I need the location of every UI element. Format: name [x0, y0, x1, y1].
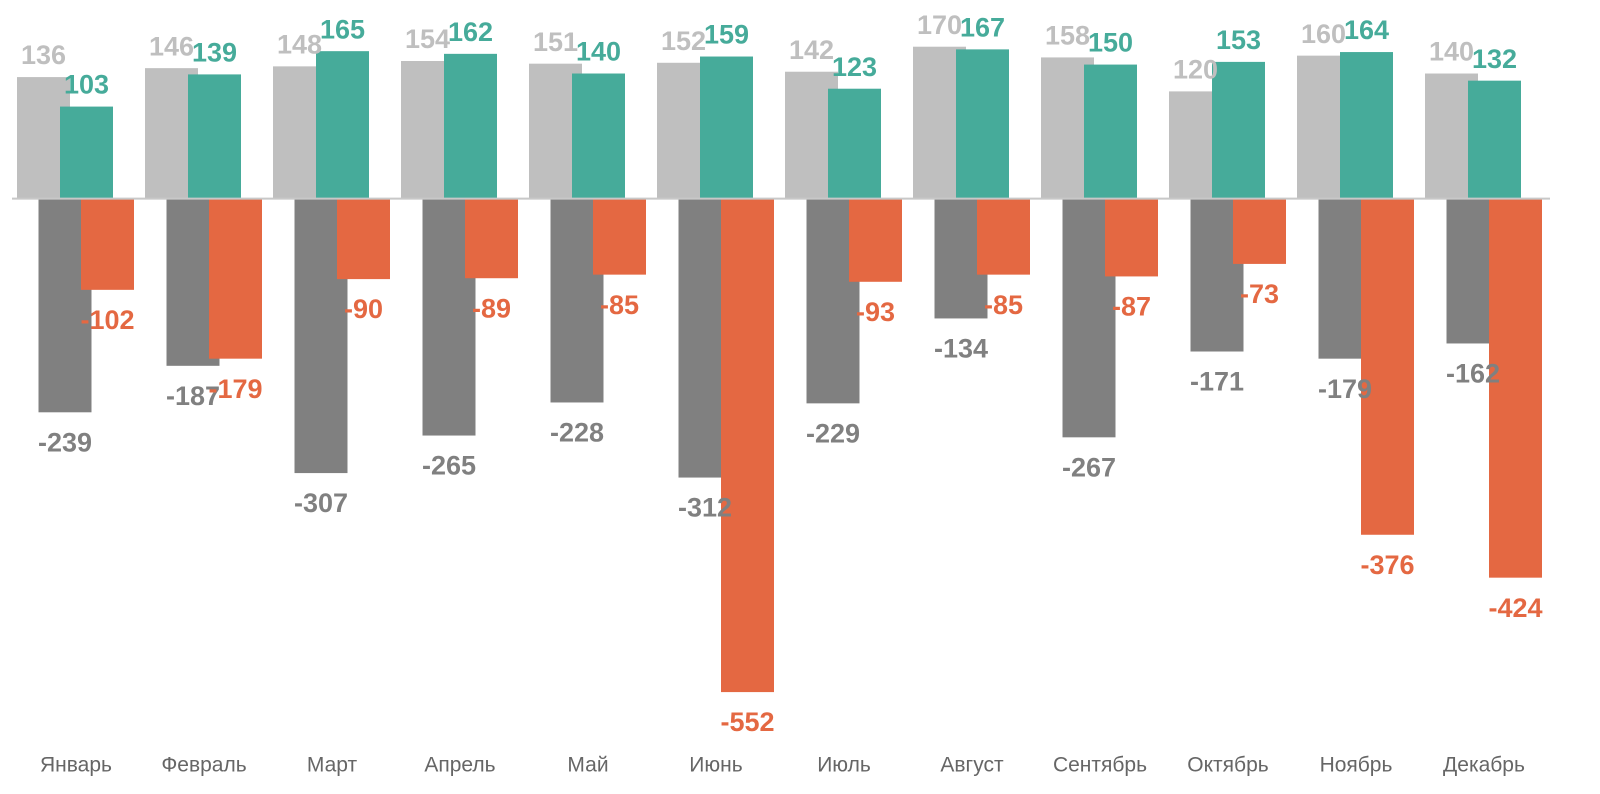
data-label: -179: [208, 374, 262, 404]
bar: [337, 198, 390, 280]
bar: [828, 88, 881, 199]
data-label: 154: [405, 24, 450, 54]
bar: [1233, 198, 1286, 264]
data-label: -89: [472, 293, 511, 323]
bar: [1105, 198, 1158, 277]
data-label: -87: [1112, 292, 1151, 322]
bar: [444, 53, 497, 199]
bar: [1361, 198, 1414, 535]
bar: [1084, 64, 1137, 199]
x-tick-label: Март: [307, 754, 358, 777]
x-tick-label: Июль: [817, 754, 871, 777]
data-label: -162: [1446, 359, 1500, 389]
data-label: 151: [533, 27, 578, 57]
data-label: -134: [934, 334, 988, 364]
data-label: -307: [294, 488, 348, 518]
data-label: -267: [1062, 452, 1116, 482]
bar: [209, 198, 262, 359]
bar: [1468, 80, 1521, 199]
data-label: -552: [720, 707, 774, 737]
data-label: 158: [1045, 21, 1090, 51]
bar: [849, 198, 902, 282]
x-tick-label: Июнь: [689, 754, 742, 777]
x-tick-label: Ноябрь: [1320, 754, 1393, 777]
x-tick-label: Апрель: [424, 754, 495, 777]
data-label: -265: [422, 451, 476, 481]
data-label: -171: [1190, 367, 1244, 397]
data-label: 160: [1301, 19, 1346, 49]
x-tick-label: Август: [940, 754, 1004, 777]
data-label: 167: [960, 13, 1005, 43]
bar: [1212, 61, 1265, 199]
bar: [81, 198, 134, 290]
data-label: 123: [832, 52, 877, 82]
bar: [700, 56, 753, 199]
data-label: -93: [856, 297, 895, 327]
data-label: 159: [704, 20, 749, 50]
data-label: -229: [806, 418, 860, 448]
data-label: -239: [38, 427, 92, 457]
data-label: 140: [576, 37, 621, 67]
data-label: -312: [678, 493, 732, 523]
bar: [977, 198, 1030, 275]
data-label: 153: [1216, 25, 1261, 55]
data-label: 162: [448, 17, 493, 47]
bar: [1340, 52, 1393, 199]
data-label: -228: [550, 418, 604, 448]
bar: [316, 51, 369, 199]
data-label: -424: [1488, 593, 1542, 623]
x-tick-label: Февраль: [161, 754, 246, 777]
data-label: 165: [320, 14, 365, 44]
data-label: 164: [1344, 15, 1389, 45]
data-label: 139: [192, 38, 237, 68]
bar: [188, 74, 241, 199]
data-label: 146: [149, 31, 194, 61]
data-label: 148: [277, 29, 322, 59]
data-label: -376: [1360, 550, 1414, 580]
bar: [721, 198, 774, 693]
x-tick-label: Декабрь: [1443, 754, 1525, 777]
data-label: -187: [166, 381, 220, 411]
data-label: 120: [1173, 55, 1218, 85]
data-label: -85: [984, 290, 1023, 320]
bar: [956, 49, 1009, 199]
data-label: -179: [1318, 374, 1372, 404]
data-label: 103: [64, 70, 109, 100]
bar: [465, 198, 518, 279]
data-label: -73: [1240, 279, 1279, 309]
data-label: 152: [661, 26, 706, 56]
x-tick-label: Октябрь: [1187, 754, 1268, 777]
data-label: -85: [600, 290, 639, 320]
data-label: 140: [1429, 37, 1474, 67]
data-label: 142: [789, 35, 834, 65]
bar: [593, 198, 646, 275]
data-label: 136: [21, 40, 66, 70]
x-tick-label: Сентябрь: [1053, 754, 1147, 777]
x-tick-label: Май: [567, 754, 608, 777]
x-tick-label: Январь: [40, 754, 112, 777]
data-label: -90: [344, 294, 383, 324]
data-label: 150: [1088, 28, 1133, 58]
bar: [60, 106, 113, 199]
bar: [1489, 198, 1542, 578]
data-label: -102: [80, 305, 134, 335]
bar: [572, 73, 625, 199]
data-label: 132: [1472, 44, 1517, 74]
data-label: 170: [917, 10, 962, 40]
